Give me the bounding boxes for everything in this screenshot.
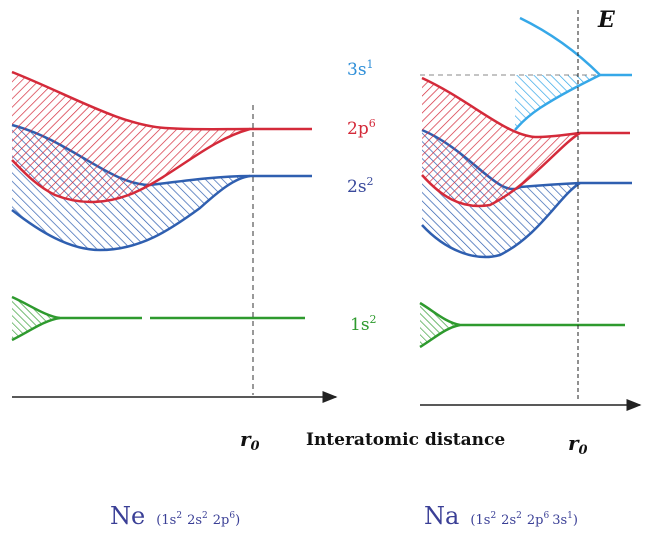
ne-2p-band	[11, 70, 312, 204]
ne-1s-band	[11, 295, 305, 342]
na-r0-label: r0	[568, 431, 588, 458]
level-label-1s: 1s2	[350, 313, 377, 335]
level-1s-orbital: 1s	[350, 315, 370, 335]
ne-r0-label: r0	[240, 427, 260, 454]
level-2p-orbital: 2p	[347, 119, 369, 139]
level-3s-occupancy: 1	[367, 58, 374, 71]
level-2s-occupancy: 2	[367, 175, 374, 188]
na-panel	[419, 10, 642, 411]
level-2s-orbital: 2s	[347, 177, 367, 197]
ne-caption: Ne (1s2 2s2 2p6)	[110, 502, 240, 530]
svg-text:3s1: 3s1	[347, 58, 374, 80]
na-caption: Na (1s2 2s2 2p6 3s1)	[424, 502, 578, 530]
level-2p-occupancy: 6	[369, 117, 376, 130]
svg-text:1s2: 1s2	[350, 313, 377, 335]
svg-text:2s2: 2s2	[347, 175, 374, 197]
na-3s-band	[514, 16, 632, 131]
level-label-3s: 3s1	[347, 58, 374, 80]
ne-panel	[11, 70, 338, 403]
na-2p-band	[421, 76, 630, 208]
energy-axis-label: E	[597, 7, 616, 33]
level-label-2s: 2s2	[347, 175, 374, 197]
na-1s-band	[419, 301, 625, 349]
level-3s-orbital: 3s	[347, 60, 367, 80]
level-1s-occupancy: 2	[370, 313, 377, 326]
svg-text:2p6: 2p6	[347, 117, 376, 139]
x-axis-label: Interatomic distance	[306, 430, 505, 450]
level-label-2p: 2p6	[347, 117, 376, 139]
